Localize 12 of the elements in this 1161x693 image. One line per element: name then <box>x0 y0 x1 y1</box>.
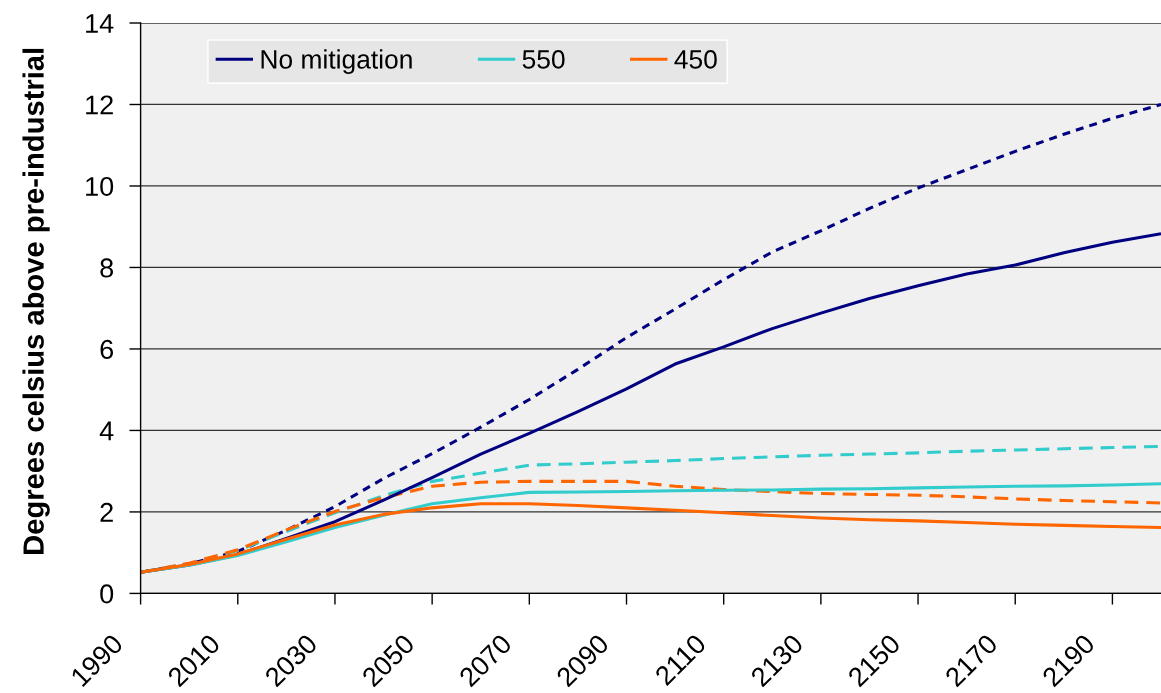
y-tick-label: 10 <box>86 176 114 197</box>
y-axis-title: Degrees celsius above pre-industrial <box>22 48 50 554</box>
y-tick-label: 6 <box>100 339 114 360</box>
y-tick-label: 0 <box>100 584 114 604</box>
legend-label: No mitigation <box>261 49 412 74</box>
y-tick-label: 4 <box>99 421 114 441</box>
y-tick-label: 8 <box>100 258 114 278</box>
legend-label: 450 <box>674 50 717 69</box>
legend-label: 550 <box>522 50 565 69</box>
y-tick-label: 14 <box>86 14 114 33</box>
y-tick-label: 2 <box>100 502 113 522</box>
y-tick-label: 12 <box>86 95 113 115</box>
